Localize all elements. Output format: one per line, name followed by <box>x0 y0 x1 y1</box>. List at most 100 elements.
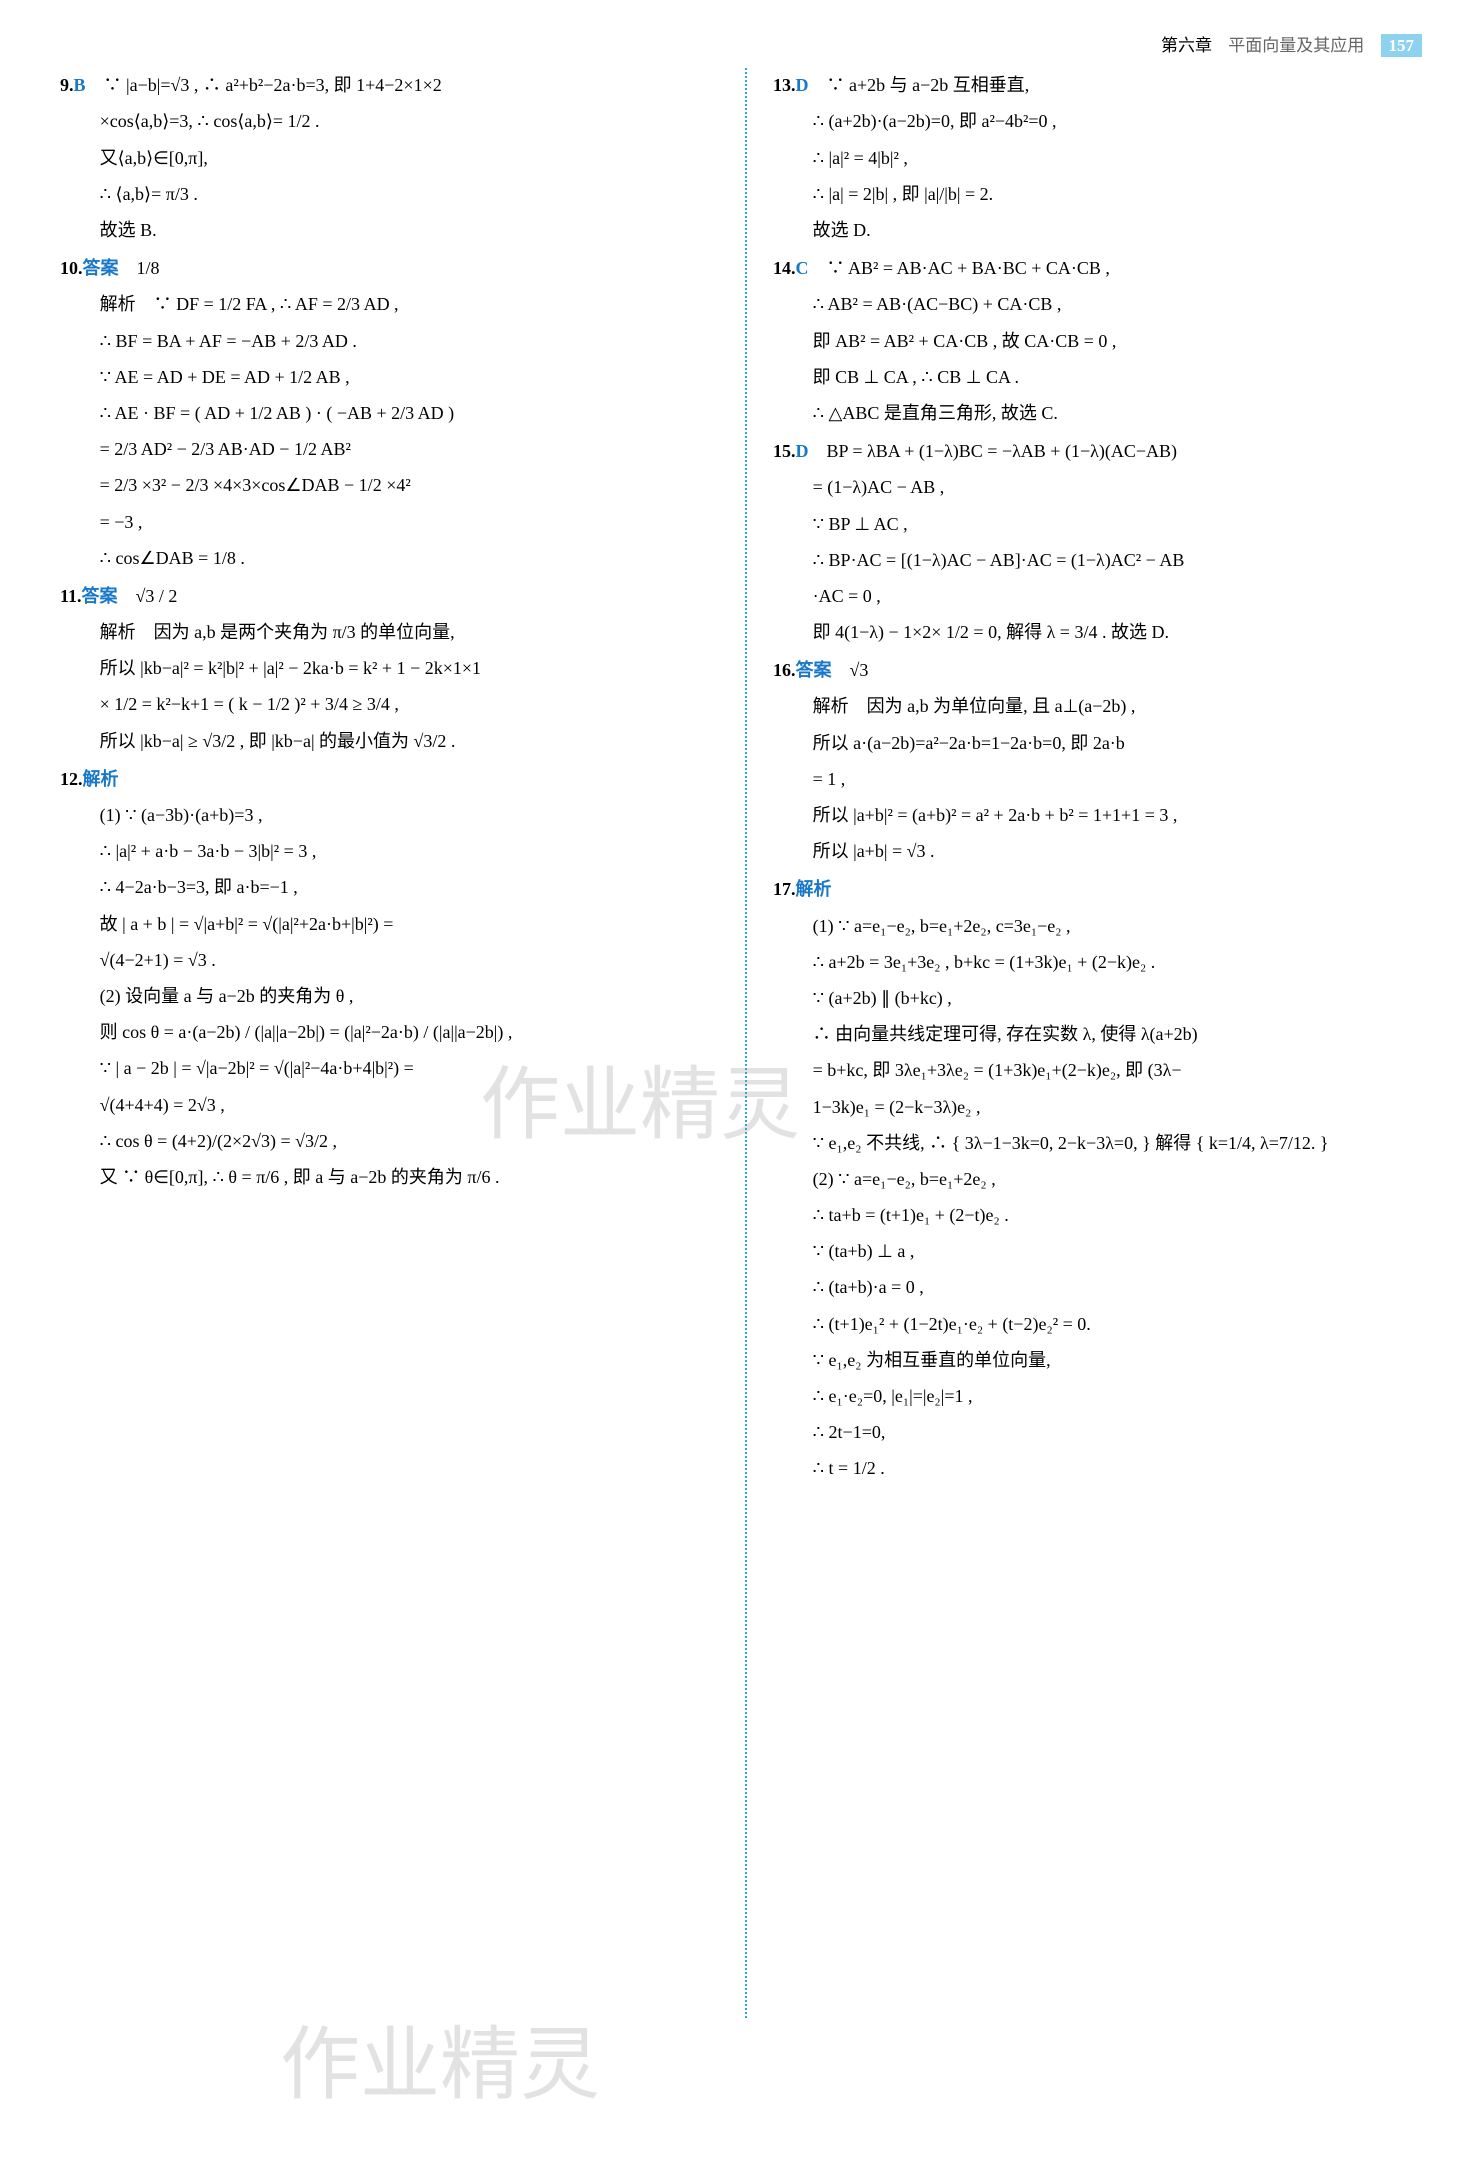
problem-line: × 1/2 = k²−k+1 = ( k − 1/2 )² + 3/4 ≥ 3/… <box>60 687 719 721</box>
problem-number: 17. <box>773 879 796 899</box>
problem-line: (1) ∵ a=e₁−e₂, b=e₁+2e₂, c=3e₁−e₂ , <box>773 909 1432 943</box>
problem-line: 解析 因为 a,b 是两个夹角为 π/3 的单位向量, <box>60 615 719 649</box>
problem-block: 15.D BP = λBA + (1−λ)BC = −λAB + (1−λ)(A… <box>773 434 1432 649</box>
problem-number: 9. <box>60 75 74 95</box>
problem-line: ∵ (a+2b) ∥ (b+kc) , <box>773 981 1432 1015</box>
problem-line: ∴ △ABC 是直角三角形, 故选 C. <box>773 396 1432 430</box>
problem-number: 14. <box>773 258 796 278</box>
problem-block: 10.答案 1/8解析 ∵ DF = 1/2 FA , ∴ AF = 2/3 A… <box>60 251 719 575</box>
problem-number: 11. <box>60 586 82 606</box>
problem-line: ∴ 4−2a·b−3=3, 即 a·b=−1 , <box>60 870 719 904</box>
answer-letter: D <box>796 441 809 461</box>
column-divider <box>745 68 747 2018</box>
problem-line: 所以 |kb−a|² = k²|b|² + |a|² − 2ka·b = k² … <box>60 651 719 685</box>
answer-value: √3 / 2 <box>118 586 178 606</box>
problem-line: 故 | a + b | = √|a+b|² = √(|a|²+2a·b+|b|²… <box>60 907 719 941</box>
problem-line: ∴ BP·AC = [(1−λ)AC − AB]·AC = (1−λ)AC² −… <box>773 543 1432 577</box>
problem-first-line: 10.答案 1/8 <box>60 251 719 285</box>
problem-line: ∵ AB² = AB·AC + BA·BC + CA·CB , <box>809 258 1110 278</box>
problem-line: ∵ | a − 2b | = √|a−2b|² = √(|a|²−4a·b+4|… <box>60 1051 719 1085</box>
problem-line: (2) 设向量 a 与 a−2b 的夹角为 θ , <box>60 979 719 1013</box>
problem-line: ×cos⟨a,b⟩=3, ∴ cos⟨a,b⟩= 1/2 . <box>60 104 719 138</box>
problem-line: ∵ BP ⊥ AC , <box>773 507 1432 541</box>
problem-line: = −3 , <box>60 505 719 539</box>
problem-line: = 2/3 AD² − 2/3 AB·AD − 1/2 AB² <box>60 432 719 466</box>
problem-line: ∴ e₁·e₂=0, |e₁|=|e₂|=1 , <box>773 1379 1432 1413</box>
problem-line: √(4−2+1) = √3 . <box>60 943 719 977</box>
problem-line: ∵ e₁,e₂ 不共线, ∴ { 3λ−1−3k=0, 2−k−3λ=0, } … <box>773 1126 1432 1160</box>
problem-block: 16.答案 √3解析 因为 a,b 为单位向量, 且 a⊥(a−2b) ,所以 … <box>773 653 1432 868</box>
problem-line: ∴ BF = BA + AF = −AB + 2/3 AD . <box>60 324 719 358</box>
answer-letter: 答案 <box>83 258 119 278</box>
problem-line: ∴ t = 1/2 . <box>773 1451 1432 1485</box>
answer-letter: D <box>796 75 809 95</box>
problem-line: 即 4(1−λ) − 1×2× 1/2 = 0, 解得 λ = 3/4 . 故选… <box>773 615 1432 649</box>
problem-line: = (1−λ)AC − AB , <box>773 470 1432 504</box>
problem-line: 即 AB² = AB² + CA·CB , 故 CA·CB = 0 , <box>773 324 1432 358</box>
problem-line: = 1 , <box>773 762 1432 796</box>
answer-value: √3 <box>832 660 869 680</box>
answer-letter: 解析 <box>796 879 832 899</box>
answer-letter: 解析 <box>83 769 119 789</box>
problem-block: 13.D ∵ a+2b 与 a−2b 互相垂直,∴ (a+2b)·(a−2b)=… <box>773 68 1432 247</box>
problem-line: ∵ |a−b|=√3 , ∴ a²+b²−2a·b=3, 即 1+4−2×1×2 <box>86 75 442 95</box>
problem-number: 10. <box>60 258 83 278</box>
problem-line: ∴ a+2b = 3e₁+3e₂ , b+kc = (1+3k)e₁ + (2−… <box>773 945 1432 979</box>
answer-letter: B <box>74 75 86 95</box>
problem-line: (2) ∵ a=e₁−e₂, b=e₁+2e₂ , <box>773 1162 1432 1196</box>
problem-first-line: 11.答案 √3 / 2 <box>60 579 719 613</box>
page-number: 157 <box>1381 34 1423 57</box>
problem-line: ∴ (a+2b)·(a−2b)=0, 即 a²−4b²=0 , <box>773 104 1432 138</box>
problem-line: = b+kc, 即 3λe₁+3λe₂ = (1+3k)e₁+(2−k)e₂, … <box>773 1053 1432 1087</box>
problem-line: 所以 |kb−a| ≥ √3/2 , 即 |kb−a| 的最小值为 √3/2 . <box>60 724 719 758</box>
problem-line: ∴ 2t−1=0, <box>773 1415 1432 1449</box>
problem-line: ∴ AB² = AB·(AC−BC) + CA·CB , <box>773 287 1432 321</box>
problem-line: ∵ (ta+b) ⊥ a , <box>773 1234 1432 1268</box>
problem-number: 16. <box>773 660 796 680</box>
problem-line: ∴ 由向量共线定理可得, 存在实数 λ, 使得 λ(a+2b) <box>773 1017 1432 1051</box>
problem-number: 13. <box>773 75 796 95</box>
problem-line: 所以 |a+b|² = (a+b)² = a² + 2a·b + b² = 1+… <box>773 798 1432 832</box>
chapter-title: 平面向量及其应用 <box>1228 36 1364 55</box>
problem-block: 14.C ∵ AB² = AB·AC + BA·BC + CA·CB ,∴ AB… <box>773 251 1432 430</box>
problem-first-line: 12.解析 <box>60 762 719 796</box>
chapter-label: 第六章 <box>1161 36 1212 55</box>
right-column: 13.D ∵ a+2b 与 a−2b 互相垂直,∴ (a+2b)·(a−2b)=… <box>773 68 1432 2018</box>
problem-line: ∴ |a| = 2|b| , 即 |a|/|b| = 2. <box>773 177 1432 211</box>
answer-letter: C <box>796 258 809 278</box>
problem-line: ∴ (t+1)e₁² + (1−2t)e₁·e₂ + (t−2)e₂² = 0. <box>773 1307 1432 1341</box>
problem-line: = 2/3 ×3² − 2/3 ×4×3×cos∠DAB − 1/2 ×4² <box>60 468 719 502</box>
problem-line: 故选 D. <box>773 213 1432 247</box>
problem-block: 17.解析(1) ∵ a=e₁−e₂, b=e₁+2e₂, c=3e₁−e₂ ,… <box>773 872 1432 1485</box>
problem-number: 15. <box>773 441 796 461</box>
answer-value: 1/8 <box>119 258 160 278</box>
problem-line: 解析 因为 a,b 为单位向量, 且 a⊥(a−2b) , <box>773 689 1432 723</box>
answer-letter: 答案 <box>796 660 832 680</box>
problem-first-line: 16.答案 √3 <box>773 653 1432 687</box>
problem-line: ∴ (ta+b)·a = 0 , <box>773 1270 1432 1304</box>
problem-line: 又 ∵ θ∈[0,π], ∴ θ = π/6 , 即 a 与 a−2b 的夹角为… <box>60 1160 719 1194</box>
problem-block: 9.B ∵ |a−b|=√3 , ∴ a²+b²−2a·b=3, 即 1+4−2… <box>60 68 719 247</box>
problem-line: 故选 B. <box>60 213 719 247</box>
problem-first-line: 13.D ∵ a+2b 与 a−2b 互相垂直, <box>773 68 1432 102</box>
problem-line: ∴ |a|² = 4|b|² , <box>773 141 1432 175</box>
problem-line: (1) ∵ (a−3b)·(a+b)=3 , <box>60 798 719 832</box>
problem-line: ∴ AE · BF = ( AD + 1/2 AB ) · ( −AB + 2/… <box>60 396 719 430</box>
problem-block: 12.解析(1) ∵ (a−3b)·(a+b)=3 ,∴ |a|² + a·b … <box>60 762 719 1194</box>
problem-first-line: 17.解析 <box>773 872 1432 906</box>
problem-line: ∴ cos∠DAB = 1/8 . <box>60 541 719 575</box>
problem-number: 12. <box>60 769 83 789</box>
problem-line: ∵ e₁,e₂ 为相互垂直的单位向量, <box>773 1343 1432 1377</box>
problem-line: √(4+4+4) = 2√3 , <box>60 1088 719 1122</box>
problem-line: 则 cos θ = a·(a−2b) / (|a||a−2b|) = (|a|²… <box>60 1015 719 1049</box>
problem-first-line: 14.C ∵ AB² = AB·AC + BA·BC + CA·CB , <box>773 251 1432 285</box>
problem-line: ∴ ⟨a,b⟩= π/3 . <box>60 177 719 211</box>
problem-line: ∴ ta+b = (t+1)e₁ + (2−t)e₂ . <box>773 1198 1432 1232</box>
problem-line: 又⟨a,b⟩∈[0,π], <box>60 141 719 175</box>
problem-line: 即 CB ⊥ CA , ∴ CB ⊥ CA . <box>773 360 1432 394</box>
problem-line: 所以 a·(a−2b)=a²−2a·b=1−2a·b=0, 即 2a·b <box>773 726 1432 760</box>
problem-line: ∵ a+2b 与 a−2b 互相垂直, <box>809 75 1030 95</box>
problem-line: ·AC = 0 , <box>773 579 1432 613</box>
problem-first-line: 15.D BP = λBA + (1−λ)BC = −λAB + (1−λ)(A… <box>773 434 1432 468</box>
problem-line: ∴ |a|² + a·b − 3a·b − 3|b|² = 3 , <box>60 834 719 868</box>
